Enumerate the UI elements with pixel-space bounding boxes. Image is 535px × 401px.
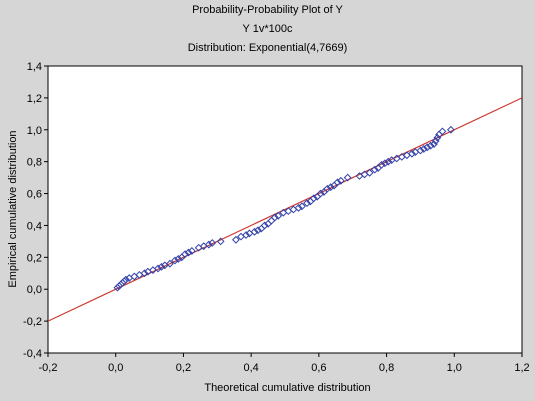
y-tick-label: 0,8 [27,157,42,169]
y-tick-label: -0,2 [23,316,42,328]
y-tick-label: 0,6 [27,189,42,201]
data-point [343,173,352,182]
reference-line [48,97,522,322]
chart-title: Probability-Probability Plot of Y [192,4,343,16]
y-tick-label: 0,4 [27,220,42,232]
data-point [216,237,225,246]
data-point [303,199,311,208]
data-point [416,146,425,155]
data-point [121,275,130,284]
data-point [370,165,379,174]
data-point [120,277,129,286]
y-tick-label: 0,2 [27,252,42,264]
data-point [380,159,389,168]
data-point [254,226,262,235]
data-point [260,221,269,230]
data-point [438,127,447,136]
data-point [326,183,335,192]
x-axis-title: Theoretical cumulative distribution [204,382,371,394]
data-point [140,269,149,278]
data-point [294,203,303,212]
data-point [242,231,250,239]
data-point [298,202,306,211]
x-tick-label: 1,2 [514,362,529,374]
x-tick-label: 0,6 [311,362,326,374]
x-tick-label: 1,0 [447,362,462,374]
chart-subtitle-distribution: Distribution: Exponential(4,7669) [187,42,348,54]
data-point [250,227,259,236]
x-tick-label: 0,2 [176,362,191,374]
x-tick-label: 0,0 [108,362,123,374]
data-point [270,213,279,222]
data-point [181,250,190,259]
data-point [384,157,393,166]
data-point [316,189,325,198]
data-point [377,160,386,169]
data-point [323,184,332,193]
data-point [274,211,283,220]
data-point [165,259,174,268]
data-point [419,145,428,153]
data-point [208,239,217,247]
data-point [174,255,183,263]
x-tick-label: -0,2 [39,362,58,374]
x-tick-label: 0,4 [243,362,258,374]
data-point [336,176,345,185]
data-point [408,149,416,158]
data-point [423,143,432,152]
data-point [446,125,455,134]
y-axis-title: Empirical cumulative distribution [7,130,19,288]
y-tick-label: 1,4 [27,61,42,73]
data-point [309,194,318,203]
data-point [426,141,435,150]
data-point [333,178,342,187]
data-point [157,262,166,271]
chart-subtitle-variable: Y 1v*100c [242,23,293,35]
data-point [232,235,240,244]
data-point [171,256,179,265]
y-tick-label: -0,4 [23,348,42,360]
y-tick-label: 0,0 [27,284,42,296]
y-tick-label: 1,2 [27,93,42,105]
y-tick-label: 1,0 [27,125,42,137]
data-point [204,240,213,249]
data-point [184,248,193,257]
data-point [154,264,162,273]
data-point [187,247,196,255]
data-point [365,168,374,177]
x-tick-label: 0,8 [379,362,394,374]
